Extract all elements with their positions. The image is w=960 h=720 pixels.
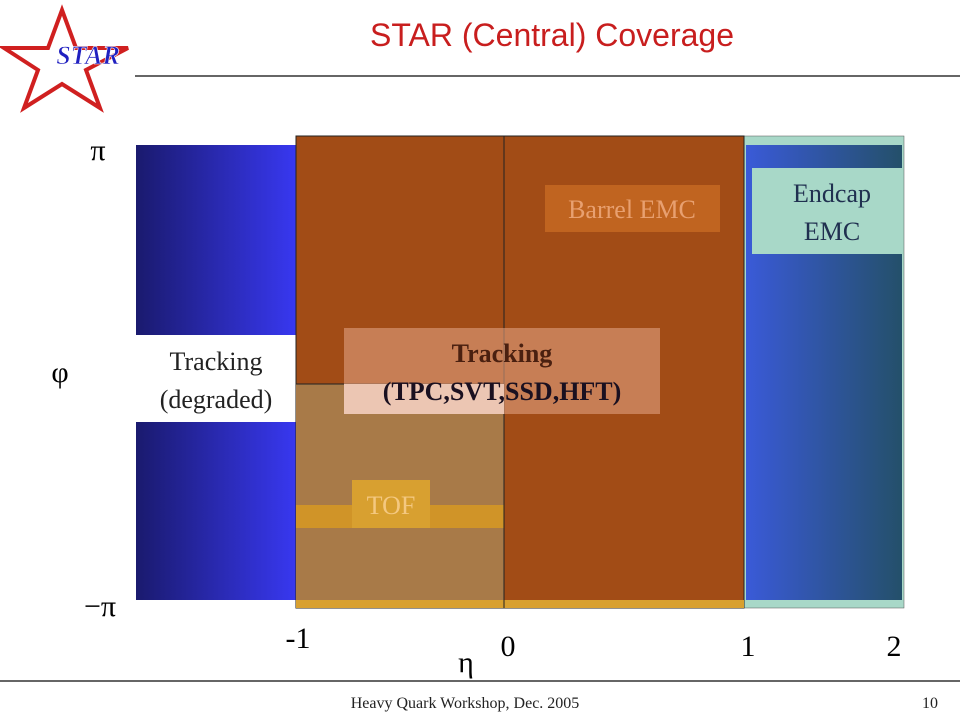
degraded-label: (degraded) [160,385,273,414]
page-number: 10 [922,695,938,712]
tracking-degraded-box [136,335,296,422]
tof-label-box [352,480,430,528]
x-tick-label: 1 [741,630,756,663]
logo: STAR [0,4,129,113]
tof-label: TOF [367,491,416,520]
x-tick-label: 2 [887,630,902,663]
barrel-label-box [545,185,720,232]
tracking-label-box [344,328,660,414]
title: STAR (Central) Coverage [370,17,734,53]
tracking-label: (TPC,SVT,SSD,HFT) [383,377,622,406]
tracking-label: Tracking [452,339,553,368]
x-tick-label: -1 [286,622,311,655]
y-axis-bottom: −π [84,590,116,623]
logo-text: STAR [56,41,120,70]
x-axis-label: η [458,646,474,679]
endcap-label: Endcap [793,179,871,208]
y-axis-label: φ [51,356,68,389]
degraded-label: Tracking [170,347,263,376]
x-tick-label: 0 [501,630,516,663]
endcap-label: EMC [804,217,860,246]
y-axis-top: π [90,134,105,167]
barrel-edge [296,600,744,608]
endcap-label-box [752,168,902,254]
footer-text: Heavy Quark Workshop, Dec. 2005 [351,695,580,712]
barrel-label: Barrel EMC [568,195,696,224]
